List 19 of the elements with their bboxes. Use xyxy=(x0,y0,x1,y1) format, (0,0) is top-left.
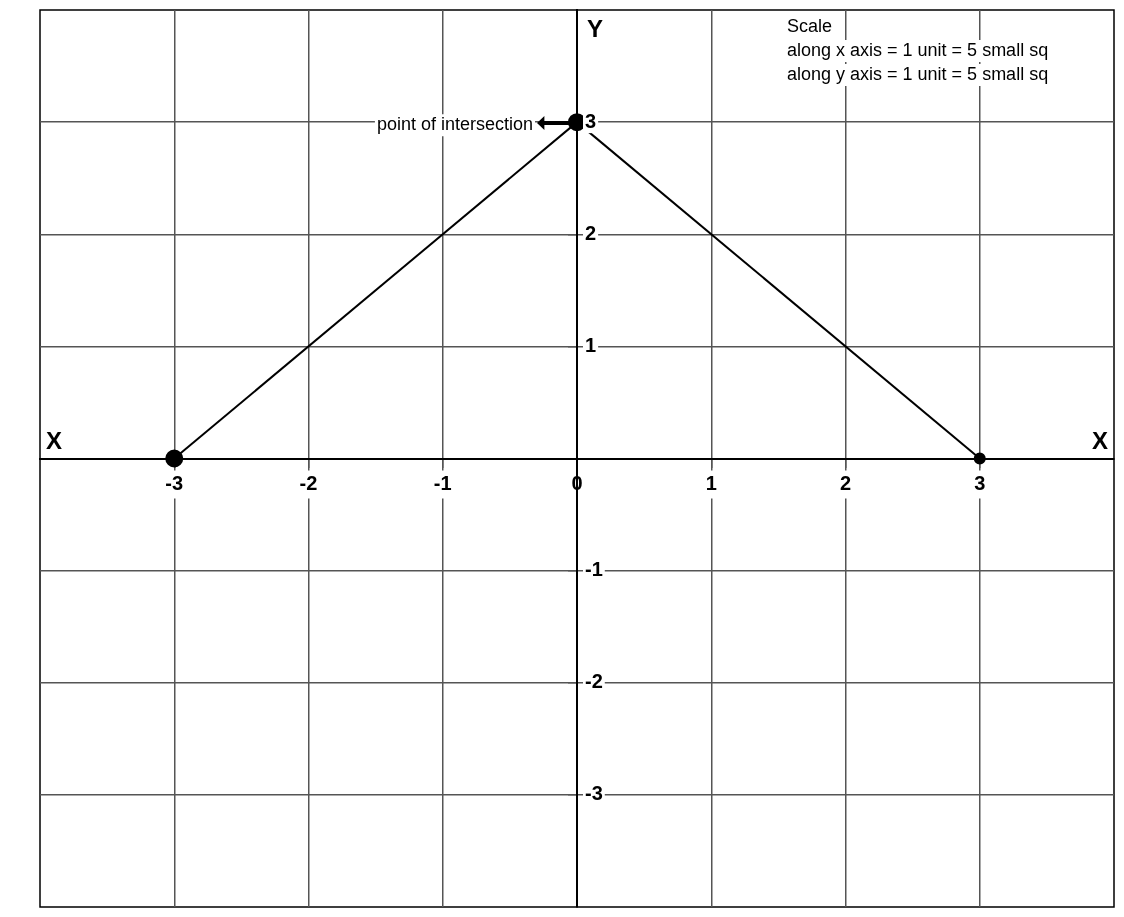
x-tick-label: 1 xyxy=(705,472,717,495)
x-tick-label: -2 xyxy=(299,472,318,495)
y-tick-label: 2 xyxy=(585,221,597,244)
annotation: along x axis = 1 unit = 5 small sq xyxy=(787,39,1049,60)
y-axis-title: Y xyxy=(587,14,604,42)
x-tick-label: 3 xyxy=(974,472,986,495)
y-tick-label: -1 xyxy=(585,558,603,581)
y-tick-label: -3 xyxy=(585,782,603,805)
annotation: Scale xyxy=(787,15,833,36)
x-tick-label: -3 xyxy=(165,472,184,495)
x-tick-label: 2 xyxy=(839,472,852,495)
annotation: along y axis = 1 unit = 5 small sq xyxy=(787,63,1049,84)
annotation: point of intersection xyxy=(376,114,533,135)
x-axis-title: X xyxy=(1091,427,1108,455)
y-tick-label: 1 xyxy=(585,333,597,356)
text: X xyxy=(46,427,63,455)
x-tick-label: -1 xyxy=(433,472,452,495)
y-tick-label: -2 xyxy=(585,670,603,693)
y-tick-label: 3 xyxy=(585,109,597,132)
